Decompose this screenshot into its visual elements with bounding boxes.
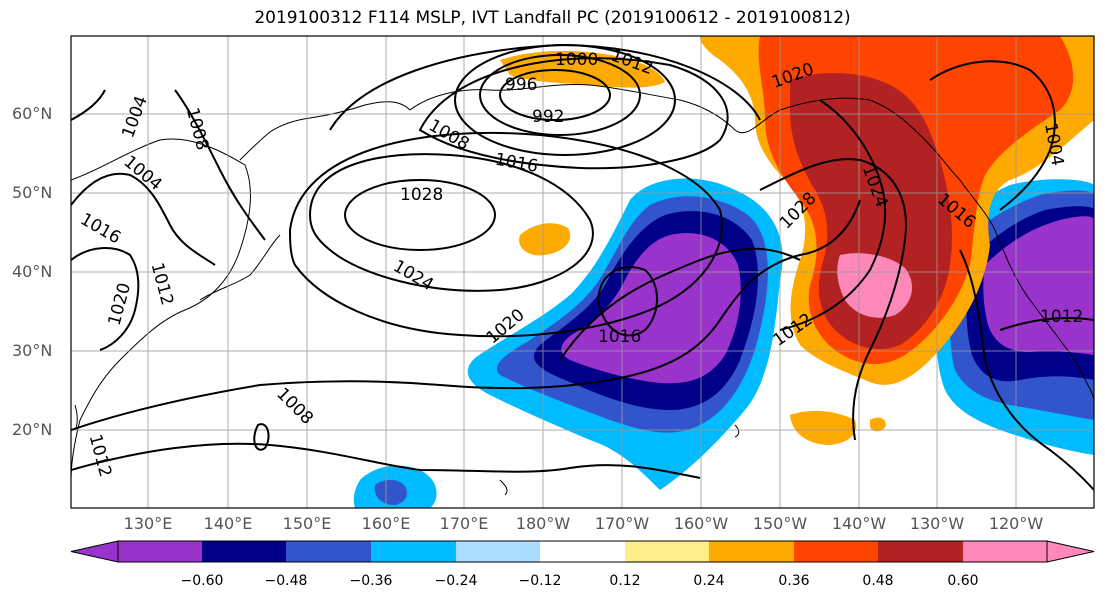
colorbar-swatch (709, 541, 794, 562)
colorbar-swatch (286, 541, 371, 562)
colorbar (70, 540, 1095, 563)
isobar-label: 1028 (400, 185, 443, 205)
colorbar-tick-label: 0.12 (609, 573, 641, 589)
colorbar-swatch (118, 541, 202, 562)
colorbar-tick-label: −0.12 (518, 573, 562, 589)
lat-label-50: 50°N (12, 183, 53, 202)
colorbar-extend-high (1046, 540, 1095, 563)
lat-label-60: 60°N (12, 104, 53, 123)
isobar-label: 1000 (555, 50, 598, 70)
colorbar-tick-label: 0.24 (693, 573, 725, 589)
colorbar-swatch (794, 541, 878, 562)
ivt-positive-region (500, 36, 1094, 445)
lon-label-130e: 130°E (123, 514, 173, 533)
colorbar-swatch (371, 541, 456, 562)
isobar-label: 996 (505, 75, 537, 95)
colorbar-extend-low (70, 540, 119, 563)
lon-label-140w: 140°W (831, 514, 887, 533)
lon-label-170w: 170°W (594, 514, 650, 533)
map-title: 2019100312 F114 MSLP, IVT Landfall PC (2… (254, 8, 851, 28)
lon-label-120w: 120°W (988, 514, 1044, 533)
colorbar-border (117, 540, 1048, 563)
isobar-label: 1016 (598, 327, 641, 347)
lat-label-20: 20°N (12, 420, 53, 439)
colorbar-tick-label: 0.48 (862, 573, 894, 589)
colorbar-tick-label: 0.60 (947, 573, 979, 589)
lon-label-160e: 160°E (361, 514, 411, 533)
colorbar-swatch (878, 541, 963, 562)
graticule (71, 36, 1094, 508)
lon-label-160w: 160°W (673, 514, 729, 533)
colorbar-tick-label: 0.36 (778, 573, 810, 589)
isobar-label: 992 (532, 107, 564, 127)
lat-label-40: 40°N (12, 262, 53, 281)
colorbar-swatch (625, 541, 709, 562)
colorbar-tick-label: −0.24 (434, 573, 478, 589)
lon-label-140e: 140°E (203, 514, 253, 533)
colorbar-tick-label: −0.60 (180, 573, 224, 589)
isobar-label: 1012 (1040, 307, 1083, 327)
colorbar-tick-label: −0.36 (349, 573, 393, 589)
colorbar-tick-label: −0.48 (264, 573, 308, 589)
colorbar-swatch (963, 541, 1047, 562)
lon-label-180w: 180°W (515, 514, 571, 533)
colorbar-swatch (540, 541, 625, 562)
isobars (71, 43, 1094, 491)
colorbar-swatch (202, 541, 286, 562)
lat-label-30: 30°N (12, 341, 53, 360)
lon-label-130w: 130°W (909, 514, 965, 533)
lon-label-170e: 170°E (439, 514, 489, 533)
lon-label-150e: 150°E (282, 514, 332, 533)
colorbar-swatch (456, 541, 540, 562)
lon-label-150w: 150°W (752, 514, 808, 533)
coastlines (71, 83, 1094, 496)
